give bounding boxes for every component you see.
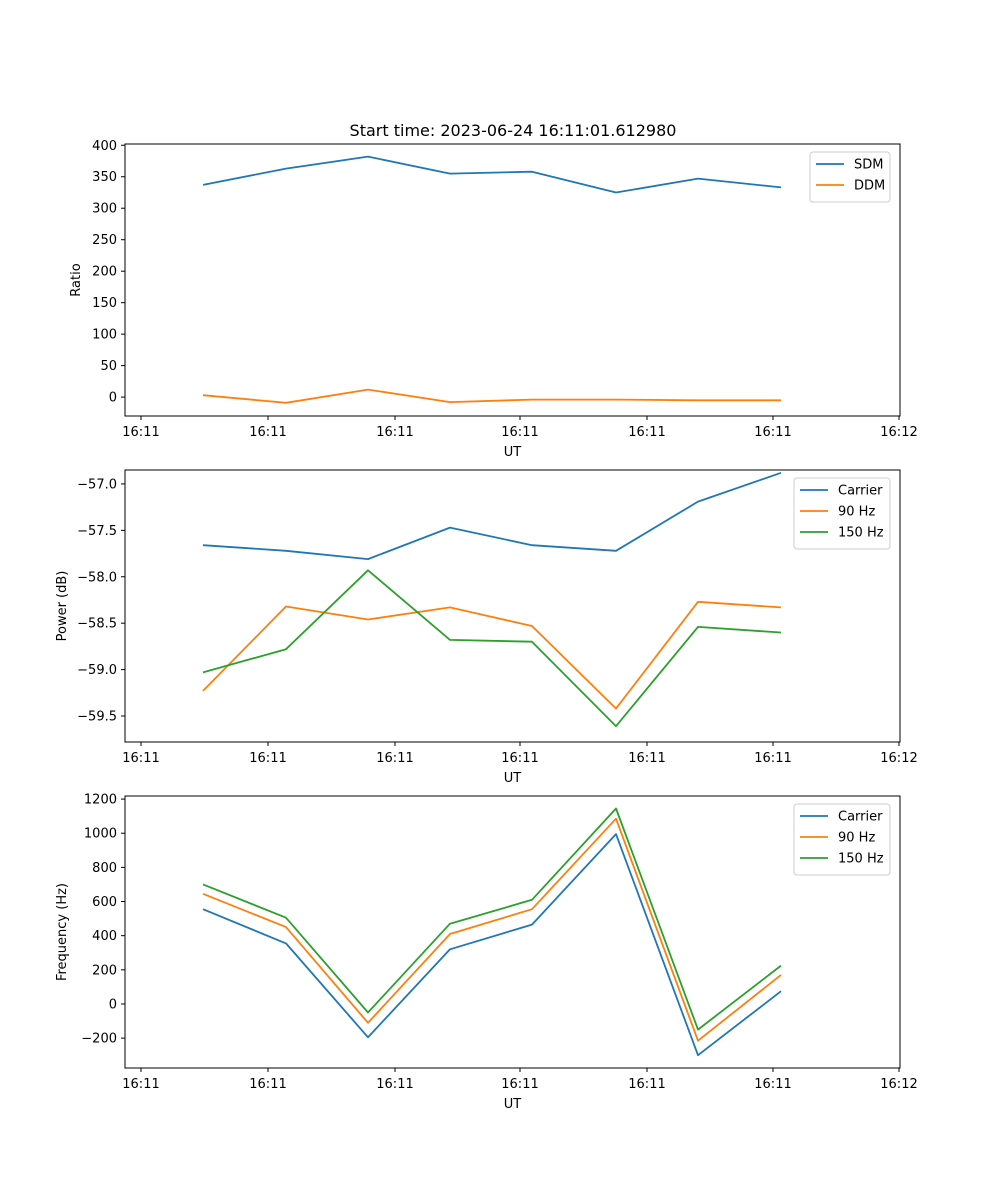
y-tick-label: 400	[92, 929, 117, 944]
x-tick-label: 16:11	[501, 425, 538, 440]
y-tick-label: −57.5	[77, 524, 117, 539]
legend-label: Carrier	[838, 484, 883, 499]
plot-frame	[124, 795, 901, 1069]
y-tick-label: 400	[92, 139, 117, 154]
y-tick-label: 600	[92, 895, 117, 910]
y-tick-label: 100	[92, 328, 117, 343]
y-tick-label: −59.0	[77, 663, 117, 678]
y-tick-label: −59.5	[77, 710, 117, 725]
series-line-150-hz	[202, 807, 782, 1031]
y-axis-label: Frequency (Hz)	[55, 883, 70, 981]
series-line-ddm	[202, 388, 781, 404]
y-tick-label: 200	[92, 265, 117, 280]
legend-label: SDM	[854, 158, 883, 173]
legend-label: 150 Hz	[838, 852, 884, 867]
y-tick-label: 800	[92, 861, 117, 876]
x-axis-label: UT	[504, 445, 522, 460]
figure-title: Start time: 2023-06-24 16:11:01.612980	[350, 121, 677, 140]
x-tick-label: 16:11	[249, 751, 286, 766]
y-tick-label: −58.0	[77, 570, 117, 585]
y-tick-label: 250	[92, 233, 117, 248]
legend-label: 90 Hz	[838, 831, 875, 846]
x-tick-label: 16:11	[754, 425, 791, 440]
chart-panel-3: −200 0 200 400 600 800 1000 1200 16:11 16:11 16:11…	[55, 793, 918, 1112]
legend-label: DDM	[854, 179, 885, 194]
y-tick-label: 350	[92, 170, 117, 185]
y-axis-label: Power (dB)	[55, 571, 70, 642]
x-tick-label: 16:12	[880, 1077, 917, 1092]
x-tick-label: 16:11	[376, 1077, 413, 1092]
x-tick-label: 16:11	[628, 425, 665, 440]
plot-frame	[124, 469, 901, 743]
y-tick-label: 200	[92, 963, 117, 978]
series-line-sdm	[202, 155, 782, 194]
x-tick-label: 16:11	[249, 425, 286, 440]
series-line-carrier	[202, 833, 782, 1057]
x-tick-label: 16:11	[122, 425, 159, 440]
charts: 0 50 100 150 200 250 300 350 400 16:11 16:11 16:11 1…	[55, 139, 918, 1112]
y-axis-label: Ratio	[69, 263, 84, 296]
y-tick-label: 50	[100, 359, 117, 374]
y-tick-label: 0	[109, 997, 117, 1012]
x-tick-label: 16:11	[249, 1077, 286, 1092]
x-tick-label: 16:11	[122, 751, 159, 766]
y-tick-label: −200	[81, 1032, 117, 1047]
series-line-90-hz	[202, 817, 782, 1042]
y-tick-label: −58.5	[77, 617, 117, 632]
chart-panel-2: −59.5 −59.0 −58.5 −58.0 −57.5 −57.0 16:11 16:11…	[55, 469, 918, 786]
x-axis-label: UT	[504, 1097, 522, 1112]
y-tick-label: 1200	[84, 793, 117, 808]
x-tick-label: 16:11	[628, 1077, 665, 1092]
series-line-90-hz	[202, 600, 782, 710]
y-tick-label: 0	[109, 391, 117, 406]
series-line-carrier	[202, 471, 782, 560]
x-tick-label: 16:12	[880, 751, 917, 766]
legend: SDM DDM	[809, 151, 891, 203]
x-tick-label: 16:11	[501, 751, 538, 766]
legend-label: 150 Hz	[838, 526, 884, 541]
x-axis-label: UT	[504, 771, 522, 786]
chart-panel-1: 0 50 100 150 200 250 300 350 400 16:11 16:11 16:11 1…	[69, 139, 918, 460]
plot-frame	[124, 143, 901, 417]
y-tick-label: −57.0	[77, 477, 117, 492]
x-tick-label: 16:11	[628, 751, 665, 766]
y-tick-label: 150	[92, 296, 117, 311]
x-tick-label: 16:11	[754, 1077, 791, 1092]
series-line-150-hz	[202, 569, 782, 728]
legend: Carrier 90 Hz 150 Hz	[793, 803, 891, 876]
y-tick-label: 1000	[84, 827, 117, 842]
x-tick-label: 16:11	[376, 425, 413, 440]
legend-label: 90 Hz	[838, 505, 875, 520]
x-tick-label: 16:11	[754, 751, 791, 766]
x-tick-label: 16:11	[376, 751, 413, 766]
legend: Carrier 90 Hz 150 Hz	[793, 477, 891, 550]
legend-label: Carrier	[838, 810, 883, 825]
x-tick-label: 16:11	[501, 1077, 538, 1092]
y-tick-label: 300	[92, 202, 117, 217]
x-tick-label: 16:11	[122, 1077, 159, 1092]
x-tick-label: 16:12	[880, 425, 917, 440]
